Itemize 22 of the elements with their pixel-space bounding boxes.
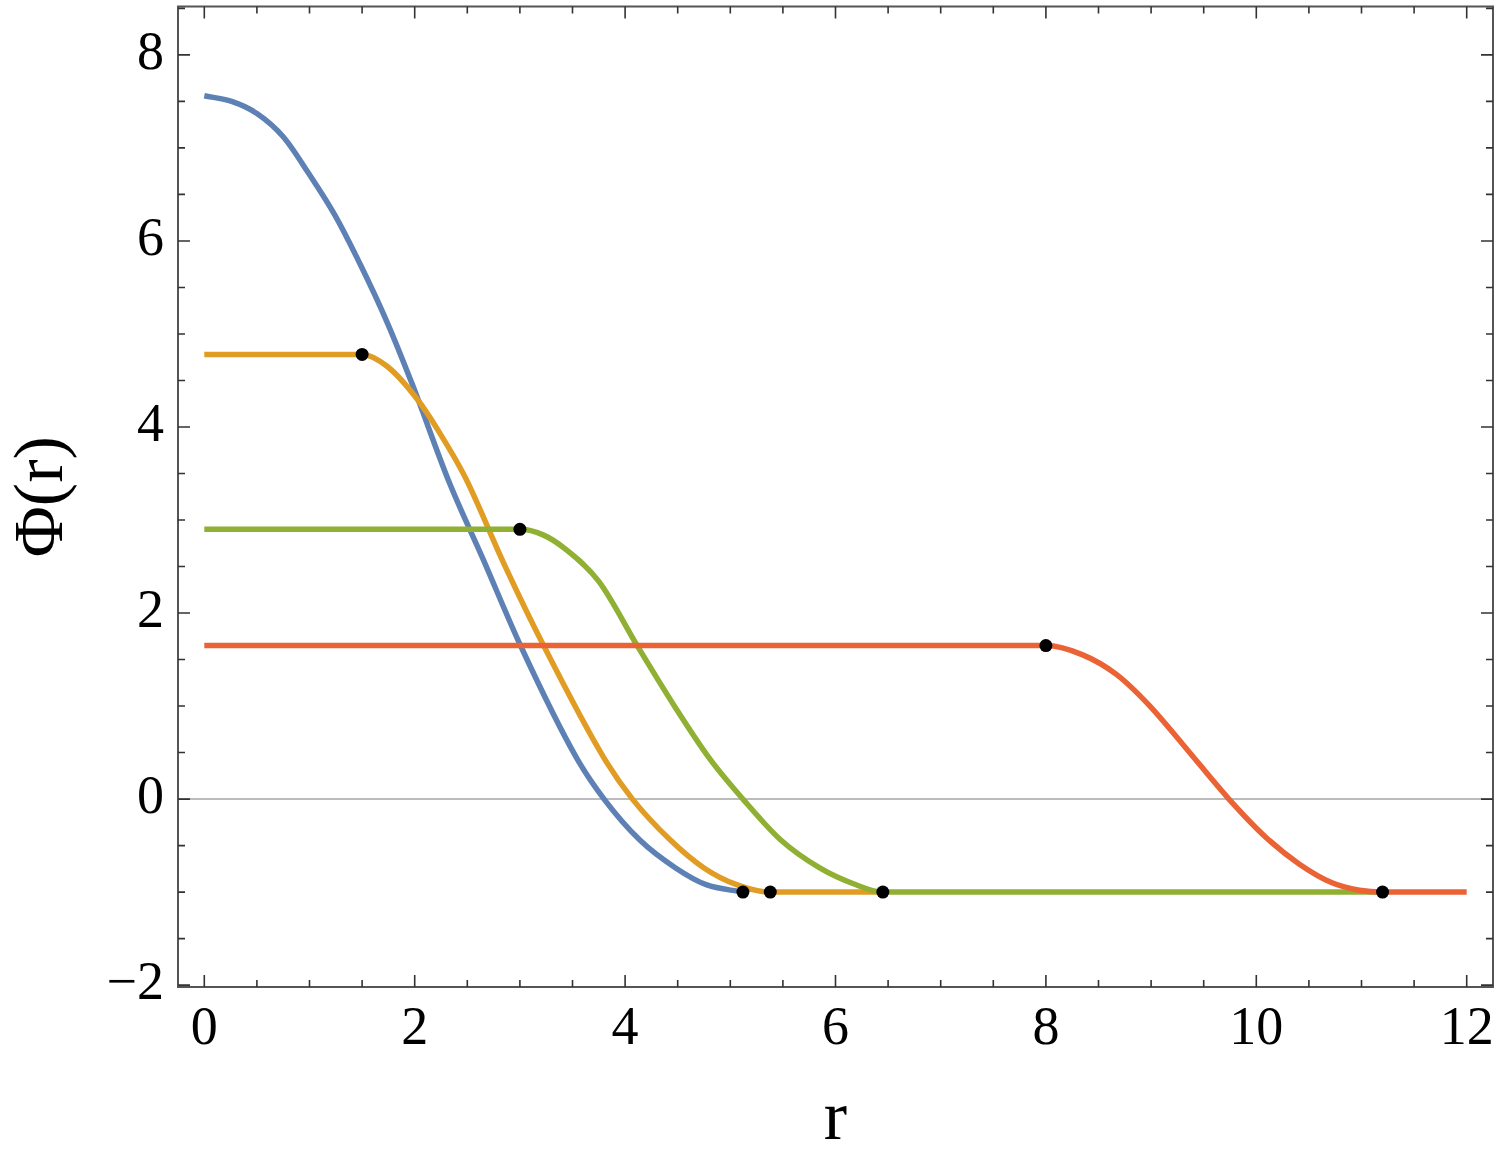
y-tick-label: 8 — [137, 21, 164, 82]
point — [736, 885, 750, 899]
x-tick-label: 10 — [1229, 995, 1284, 1056]
y-axis-title: Φ(r) — [0, 436, 78, 558]
x-axis-title: r — [823, 1077, 848, 1155]
y-tick-label: 6 — [137, 207, 164, 268]
y-tick-label: 0 — [137, 765, 164, 826]
y-tick-label: 4 — [137, 393, 164, 454]
x-tick-label: 6 — [822, 995, 849, 1056]
point — [355, 347, 369, 361]
point — [763, 885, 777, 899]
x-tick-label: 0 — [190, 995, 218, 1056]
x-tick-label: 2 — [401, 995, 429, 1056]
point — [1039, 639, 1053, 653]
point — [876, 885, 890, 899]
x-tick-label: 4 — [611, 995, 639, 1056]
x-tick-label: 8 — [1032, 995, 1060, 1056]
y-tick-label: 2 — [137, 579, 164, 640]
point — [1376, 885, 1390, 899]
y-tick-label: −2 — [106, 951, 164, 1012]
x-tick-label: 12 — [1439, 995, 1494, 1056]
point — [513, 522, 527, 536]
